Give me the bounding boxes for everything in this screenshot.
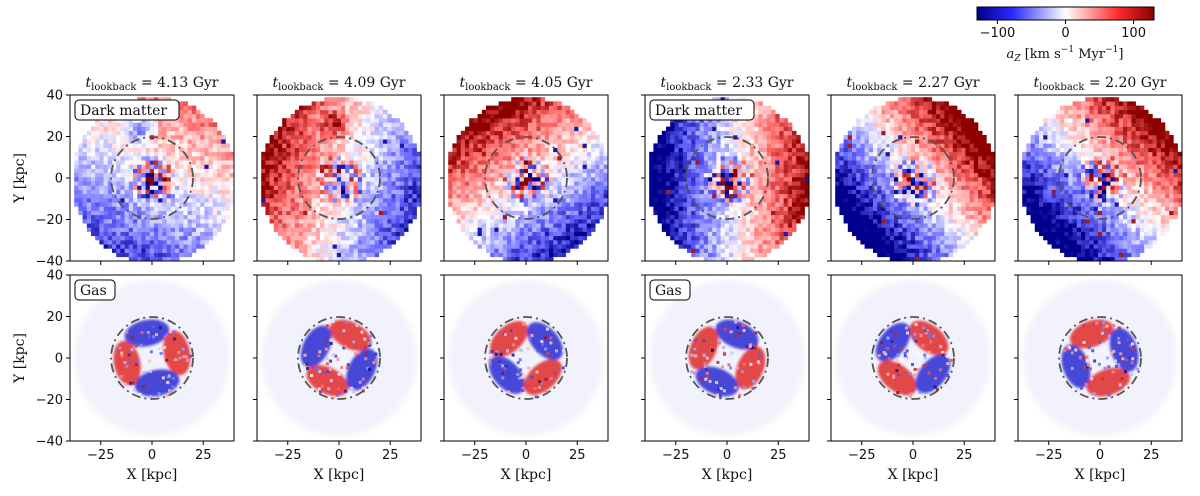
- colorbar-tick-label: 100: [1121, 26, 1146, 41]
- panel-dark-matter-3: tlookback = 4.05 Gyr: [440, 75, 609, 265]
- panel-gas-1: −25 0 25 40 20 0 −20 −40 X [kpc] Y [kpc] Gas: [12, 269, 235, 483]
- y-axis-label: Y [kpc]: [12, 153, 28, 204]
- panel-dark-matter-1: 40 20 0 −20 −40 Y [kpc] tlookback = 4.13 Gyr Da…: [12, 75, 235, 270]
- heatmap-field: [1022, 97, 1182, 261]
- x-axis-label: X [kpc]: [314, 467, 365, 483]
- panel-gas-6: −25 0 25 X [kpc]: [1014, 274, 1183, 483]
- heatmap-field: [649, 97, 809, 261]
- colorbar-label: aZ [km s−1 Myr−1]: [1007, 45, 1124, 64]
- heatmap-field: [835, 97, 995, 261]
- panel-dark-matter-2: tlookback = 4.09 Gyr: [253, 75, 422, 265]
- x-tick-label: −25: [848, 448, 875, 463]
- panel-title: tlookback = 4.05 Gyr: [459, 75, 592, 93]
- x-tick-label: 0: [723, 448, 731, 463]
- x-tick-label: 25: [956, 448, 973, 463]
- panel-dark-matter-6: tlookback = 2.20 Gyr: [1014, 75, 1183, 265]
- y-tick-label: 0: [55, 172, 63, 187]
- component-label: Dark matter: [649, 99, 755, 121]
- svg-text:Dark matter: Dark matter: [80, 103, 167, 119]
- panel-gas-5: −25 0 25 X [kpc]: [827, 274, 996, 483]
- heatmap-field: [448, 280, 604, 436]
- x-tick-label: 25: [195, 448, 212, 463]
- x-tick-label: 25: [770, 448, 787, 463]
- y-tick-label: 40: [46, 269, 63, 284]
- y-tick-label: −40: [36, 255, 63, 270]
- colorbar-ticks: −100 0 100: [980, 20, 1146, 41]
- x-tick-label: 0: [335, 448, 343, 463]
- x-tick-label: −25: [461, 448, 488, 463]
- y-tick-label: −20: [36, 393, 63, 408]
- x-tick-label: 0: [522, 448, 530, 463]
- panel-gas-3: −25 0 25 X [kpc]: [440, 274, 609, 483]
- y-tick-label: −40: [36, 435, 63, 450]
- heatmap-field: [74, 280, 230, 436]
- y-axis-label: Y [kpc]: [12, 333, 28, 384]
- heatmap-field: [649, 280, 805, 436]
- x-tick-label: 0: [148, 448, 156, 463]
- panel-title: tlookback = 4.09 Gyr: [272, 75, 405, 93]
- colorbar: −100 0 100 aZ [km s−1 Myr−1]: [976, 6, 1155, 64]
- heatmap-field: [261, 97, 421, 261]
- radius-circle: [685, 316, 769, 400]
- component-label: Gas: [74, 279, 116, 301]
- panel-title: tlookback = 2.33 Gyr: [660, 75, 793, 93]
- panel-gas-2: −25 0 25 X [kpc]: [253, 274, 422, 483]
- x-tick-label: −25: [87, 448, 114, 463]
- y-tick-label: −20: [36, 213, 63, 228]
- heatmap-field: [261, 280, 417, 436]
- x-tick-label: 0: [1096, 448, 1104, 463]
- x-tick-label: −25: [274, 448, 301, 463]
- y-tick-label: 40: [46, 89, 63, 104]
- panels-grid: 40 20 0 −20 −40 Y [kpc] tlookback = 4.13 Gyr Da…: [12, 75, 1183, 483]
- x-axis-label: X [kpc]: [501, 467, 552, 483]
- radius-circle: [1058, 316, 1142, 400]
- heatmap-field: [1022, 280, 1178, 436]
- heatmap-field: [835, 280, 991, 436]
- component-label: Dark matter: [74, 99, 180, 121]
- panel-title: tlookback = 2.20 Gyr: [1033, 75, 1166, 93]
- heatmap-field: [448, 97, 608, 261]
- component-label: Gas: [649, 279, 691, 301]
- radius-circle: [685, 136, 769, 220]
- radius-circle: [484, 316, 568, 400]
- radius-circle: [110, 316, 194, 400]
- panel-gas-4: −25 0 25 X [kpc] Gas: [641, 274, 810, 483]
- x-tick-label: −25: [662, 448, 689, 463]
- radius-circle: [871, 136, 955, 220]
- radius-circle: [1058, 136, 1142, 220]
- colorbar-tick-label: −100: [980, 26, 1016, 41]
- colorbar-tick-label: 0: [1061, 26, 1069, 41]
- y-tick-label: 20: [46, 310, 63, 325]
- x-axis-label: X [kpc]: [127, 467, 178, 483]
- x-tick-label: 0: [909, 448, 917, 463]
- radius-circle: [297, 316, 381, 400]
- x-tick-label: 25: [382, 448, 399, 463]
- x-axis-label: X [kpc]: [702, 467, 753, 483]
- y-tick-label: 0: [55, 352, 63, 367]
- panel-dark-matter-4: tlookback = 2.33 Gyr Dark matter: [641, 75, 810, 265]
- x-tick-label: −25: [1035, 448, 1062, 463]
- radius-circle: [871, 316, 955, 400]
- x-axis-label: X [kpc]: [1075, 467, 1126, 483]
- colorbar-gradient: [976, 6, 1155, 21]
- panel-title: tlookback = 2.27 Gyr: [846, 75, 979, 93]
- panel-title: tlookback = 4.13 Gyr: [85, 75, 218, 93]
- x-axis-label: X [kpc]: [888, 467, 939, 483]
- x-tick-label: 25: [1143, 448, 1160, 463]
- y-tick-label: 20: [46, 130, 63, 145]
- radius-circle: [297, 136, 381, 220]
- radius-circle: [484, 136, 568, 220]
- heatmap-field: [74, 97, 234, 261]
- panel-dark-matter-5: tlookback = 2.27 Gyr: [827, 75, 996, 265]
- radius-circle: [110, 136, 194, 220]
- x-tick-label: 25: [569, 448, 586, 463]
